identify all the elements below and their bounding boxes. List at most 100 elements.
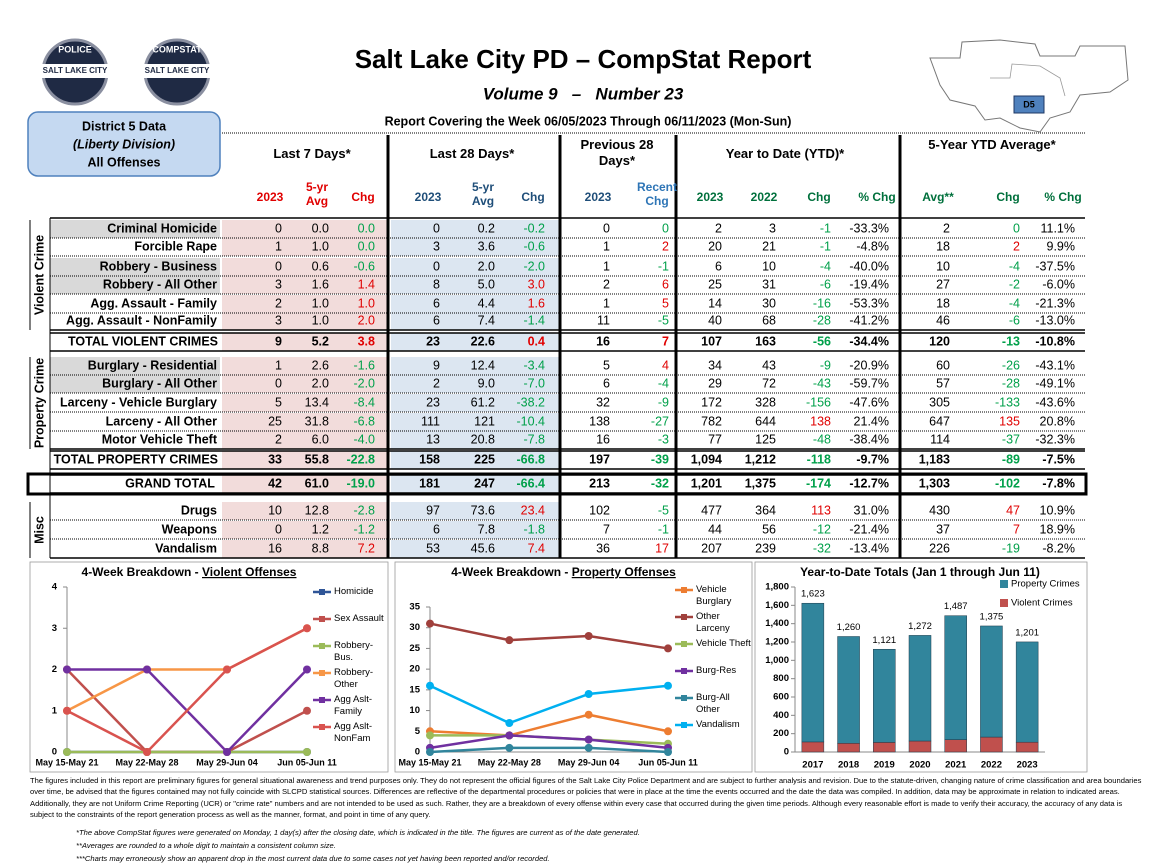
cell: 6 (433, 296, 440, 310)
cell: 1 (603, 239, 610, 253)
group-header: Previous 28 Days* (580, 137, 654, 168)
legend-label: Vandalism (696, 719, 740, 730)
cell: 0 (433, 221, 440, 235)
series-marker (426, 748, 434, 756)
cell: 305 (929, 395, 950, 409)
bar-segment (873, 648, 896, 743)
cell: 40 (708, 313, 722, 327)
cell: -49.1% (1035, 376, 1075, 390)
cell: 2.0 (312, 376, 329, 390)
chart-title: 4-Week Breakdown - Property Offenses (451, 565, 676, 579)
cell: 9 (433, 358, 440, 372)
legend-label: Homicide (334, 586, 374, 597)
cell: -19 (1002, 541, 1020, 555)
cell: -39 (651, 452, 669, 466)
series-marker (664, 644, 672, 653)
col-shade (391, 521, 559, 539)
cell: -89 (1002, 452, 1020, 466)
row-label: Vandalism (155, 541, 217, 555)
cell: 163 (755, 334, 776, 348)
series-line (66, 627, 308, 754)
chart-frame (394, 561, 753, 773)
cell: 31 (762, 277, 776, 291)
cell: -6.8 (353, 414, 375, 428)
cell: 68 (762, 313, 776, 327)
cell: -8.2% (1042, 541, 1075, 555)
cell: 114 (930, 432, 950, 446)
cell: 16 (596, 334, 610, 348)
cell: 10 (936, 259, 950, 273)
cell: 12.4 (471, 358, 495, 372)
legend-label: Property Crimes (1011, 579, 1080, 590)
cell: -43 (813, 376, 831, 390)
series-marker (63, 665, 71, 674)
chart-title-emphasis: Property Offenses (572, 565, 676, 579)
cell: -20.9% (849, 358, 889, 372)
cell: 7 (603, 522, 610, 536)
logo-banner (142, 64, 212, 78)
x-tick-label: 2018 (838, 760, 859, 771)
x-tick-label: May 29-Jun 04 (558, 757, 620, 767)
cell: 4.4 (478, 296, 495, 310)
cell: -32.3% (1035, 432, 1075, 446)
cell: 97 (426, 503, 440, 517)
cell: 328 (755, 395, 776, 409)
col-shade (222, 413, 387, 431)
label-shade (50, 258, 220, 276)
cell: 11 (597, 313, 610, 327)
section-label: Property Crime (32, 358, 46, 448)
y-tick-label: 1,000 (765, 655, 789, 666)
bar-segment (944, 739, 967, 753)
cell: -33.3% (849, 221, 889, 235)
cell: 158 (419, 452, 440, 466)
cell: 53 (426, 541, 440, 555)
y-tick-label: 0 (52, 747, 57, 758)
col-shade (391, 357, 559, 375)
col-shade (222, 375, 387, 393)
chart-title: 4-Week Breakdown - Violent Offenses (82, 565, 297, 579)
series-line (429, 684, 669, 725)
cell: 2 (662, 239, 669, 253)
cell: -1 (658, 259, 669, 273)
cell: -41.2% (849, 313, 889, 327)
row-label: Weapons (162, 522, 217, 536)
cell: 44 (708, 522, 722, 536)
label-shade (50, 276, 220, 294)
series-marker (63, 706, 71, 715)
col-shade (222, 220, 387, 238)
cell: 2.0 (358, 313, 375, 327)
series-marker (505, 636, 514, 645)
cell: 14 (708, 296, 722, 310)
legend-label: Burg-All Other (696, 692, 730, 715)
cell: 125 (755, 432, 776, 446)
logo-banner (40, 64, 110, 78)
cell: -28 (1002, 376, 1020, 390)
cell: -2 (1009, 277, 1020, 291)
cell: -174 (806, 476, 831, 490)
cell: 2 (943, 221, 950, 235)
cell: 22.6 (471, 334, 495, 348)
sub-header: Chg (996, 190, 1020, 204)
district-map: D5 (929, 39, 1129, 133)
bar-total-label: 1,201 (1015, 627, 1039, 638)
cell: -1.4 (523, 313, 545, 327)
cell: -13.4% (849, 541, 889, 555)
chart-title-emphasis: Violent Offenses (202, 565, 297, 579)
cell: -156 (806, 395, 831, 409)
cell: 23 (426, 334, 440, 348)
series-marker (143, 748, 151, 756)
cell: 2.6 (312, 358, 329, 372)
district-line: (Liberty Division) (73, 137, 175, 151)
cell: -4.0 (353, 432, 375, 446)
district-box (27, 111, 221, 177)
cell: 6 (662, 277, 669, 291)
y-tick-label: 3 (52, 623, 57, 634)
series-marker (505, 719, 514, 727)
col-shade (391, 451, 559, 469)
cell: 247 (474, 476, 495, 490)
legend-label: Agg Aslt-NonFam (334, 721, 373, 744)
cell: 0.4 (528, 334, 545, 348)
series-marker (584, 710, 593, 719)
series-marker (505, 743, 514, 752)
legend-swatch-marker (681, 668, 687, 674)
